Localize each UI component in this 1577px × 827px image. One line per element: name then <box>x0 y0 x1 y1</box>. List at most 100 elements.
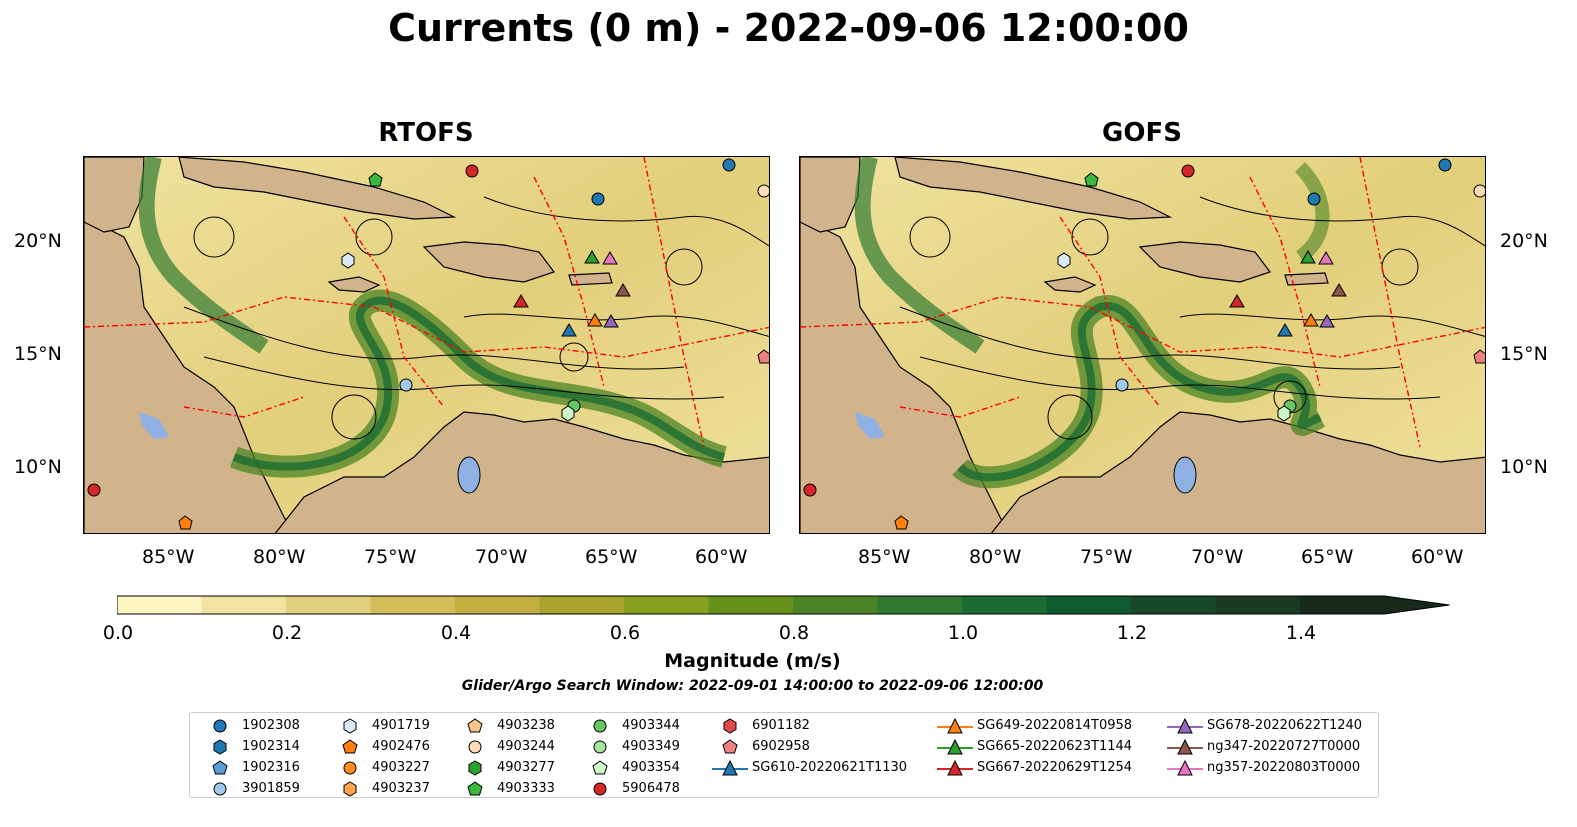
triangle-line-marker-icon <box>1167 738 1203 755</box>
colorbar-extend-arrow <box>1384 596 1450 614</box>
north-eddy <box>1294 162 1330 263</box>
colorbar <box>117 595 1450 615</box>
lon-label: 75°W <box>364 546 417 568</box>
circle-marker-icon <box>213 782 227 796</box>
triangle-line-marker-icon <box>937 759 973 776</box>
lon-label: 85°W <box>858 546 911 568</box>
hexagon-marker-icon <box>723 718 737 734</box>
lake-maracaibo <box>1173 456 1197 494</box>
eez-boundaries <box>800 157 1485 448</box>
colorbar-segment <box>370 596 456 614</box>
streamlines <box>183 196 769 440</box>
land-jamaica <box>327 276 381 293</box>
map-rtofs-svg <box>84 157 769 533</box>
colorbar-tick-label: 0.6 <box>609 622 641 644</box>
circle-marker-icon <box>213 719 227 733</box>
colorbar-segment <box>1215 596 1301 614</box>
figure-title: Currents (0 m) - 2022-09-06 12:00:00 <box>388 6 1189 50</box>
lat-label: 10°N <box>1500 456 1548 478</box>
colorbar-segment <box>793 596 878 614</box>
yucatan-current <box>138 157 269 354</box>
legend-label: 4902476 <box>372 739 430 754</box>
legend-label: 6901182 <box>752 718 810 733</box>
lake-nicaragua <box>139 412 169 439</box>
circle-marker-icon <box>593 782 607 796</box>
legend-label: 4903227 <box>372 760 430 775</box>
colorbar-tick-label: 0.2 <box>271 622 303 644</box>
lat-label: 15°N <box>1500 343 1548 365</box>
lat-label: 20°N <box>1500 230 1548 252</box>
lon-label: 85°W <box>142 546 195 568</box>
lon-label: 60°W <box>695 546 748 568</box>
colorbar-title: Magnitude (m/s) <box>664 650 841 672</box>
legend-label: SG678-20220622T1240 <box>1207 718 1363 733</box>
legend-label: 4903349 <box>622 739 680 754</box>
panel-title-rtofs: RTOFS <box>378 118 474 148</box>
obs-markers <box>87 158 769 530</box>
circle-marker-icon <box>593 740 607 754</box>
land-puerto-rico <box>1284 272 1329 286</box>
colorbar-segment <box>201 596 287 614</box>
colorbar-tick-label: 0.8 <box>778 622 810 644</box>
lon-label: 70°W <box>1191 546 1244 568</box>
colorbar-tick-label: 0.4 <box>440 622 472 644</box>
land-yucatan <box>800 157 861 233</box>
legend-label: 4903237 <box>372 781 430 796</box>
lake-nicaragua <box>855 412 885 439</box>
legend-label: 4903244 <box>497 739 555 754</box>
map-panel-rtofs <box>83 156 770 534</box>
legend-label: 5906478 <box>622 781 680 796</box>
lon-label: 65°W <box>1301 546 1354 568</box>
hexagon-marker-icon <box>343 781 357 797</box>
land-yucatan <box>84 157 145 233</box>
legend-label: 1902308 <box>242 718 300 733</box>
legend-label: SG667-20220629T1254 <box>977 760 1133 775</box>
colorbar-outline <box>117 595 1450 615</box>
legend-label: 1902316 <box>242 760 300 775</box>
legend-label: 4903354 <box>622 760 680 775</box>
circle-marker-icon <box>593 719 607 733</box>
legend: 1902308 1902314 1902316 3901859 4901719 49024… <box>189 712 1379 798</box>
streamlines <box>899 196 1485 440</box>
lat-label: 10°N <box>14 456 62 478</box>
colorbar-segment <box>624 596 709 614</box>
colorbar-tick-label: 1.0 <box>947 622 979 644</box>
land-south-america <box>990 411 1485 533</box>
obs-markers <box>803 158 1485 530</box>
lake-maracaibo <box>457 456 481 494</box>
lat-label: 20°N <box>14 230 62 252</box>
land-cuba <box>178 157 457 220</box>
legend-label: SG649-20220814T0958 <box>977 718 1133 733</box>
pentagon-marker-icon <box>467 781 483 796</box>
land-jamaica <box>1043 276 1097 293</box>
hexagon-marker-icon <box>343 718 357 734</box>
legend-label: 4903344 <box>622 718 680 733</box>
legend-label: 6902958 <box>752 739 810 754</box>
colorbar-segment <box>286 596 371 614</box>
colorbar-segment <box>455 596 540 614</box>
triangle-line-marker-icon <box>937 717 973 734</box>
pentagon-marker-icon <box>722 739 738 754</box>
yucatan-current <box>854 157 985 354</box>
hexagon-marker-icon <box>468 760 482 776</box>
lon-label: 80°W <box>969 546 1022 568</box>
colorbar-segment <box>1300 596 1385 614</box>
colorbar-tick-label: 1.4 <box>1285 622 1317 644</box>
pentagon-marker-icon <box>592 760 608 775</box>
legend-label: 3901859 <box>242 781 300 796</box>
colorbar-tick-label: 1.2 <box>1116 622 1148 644</box>
hexagon-marker-icon <box>213 739 227 755</box>
land-south-america <box>274 411 769 533</box>
triangle-line-marker-icon <box>1167 759 1203 776</box>
land-cuba <box>894 157 1173 220</box>
legend-label: 4903333 <box>497 781 555 796</box>
lon-label: 70°W <box>475 546 528 568</box>
land-puerto-rico <box>568 272 613 286</box>
lon-label: 80°W <box>253 546 306 568</box>
current-jet-core <box>957 302 1322 482</box>
colorbar-segment <box>539 596 625 614</box>
legend-label: 4901719 <box>372 718 430 733</box>
triangle-line-marker-icon <box>937 738 973 755</box>
legend-label: 1902314 <box>242 739 300 754</box>
legend-label: ng347-20220727T0000 <box>1207 739 1361 754</box>
